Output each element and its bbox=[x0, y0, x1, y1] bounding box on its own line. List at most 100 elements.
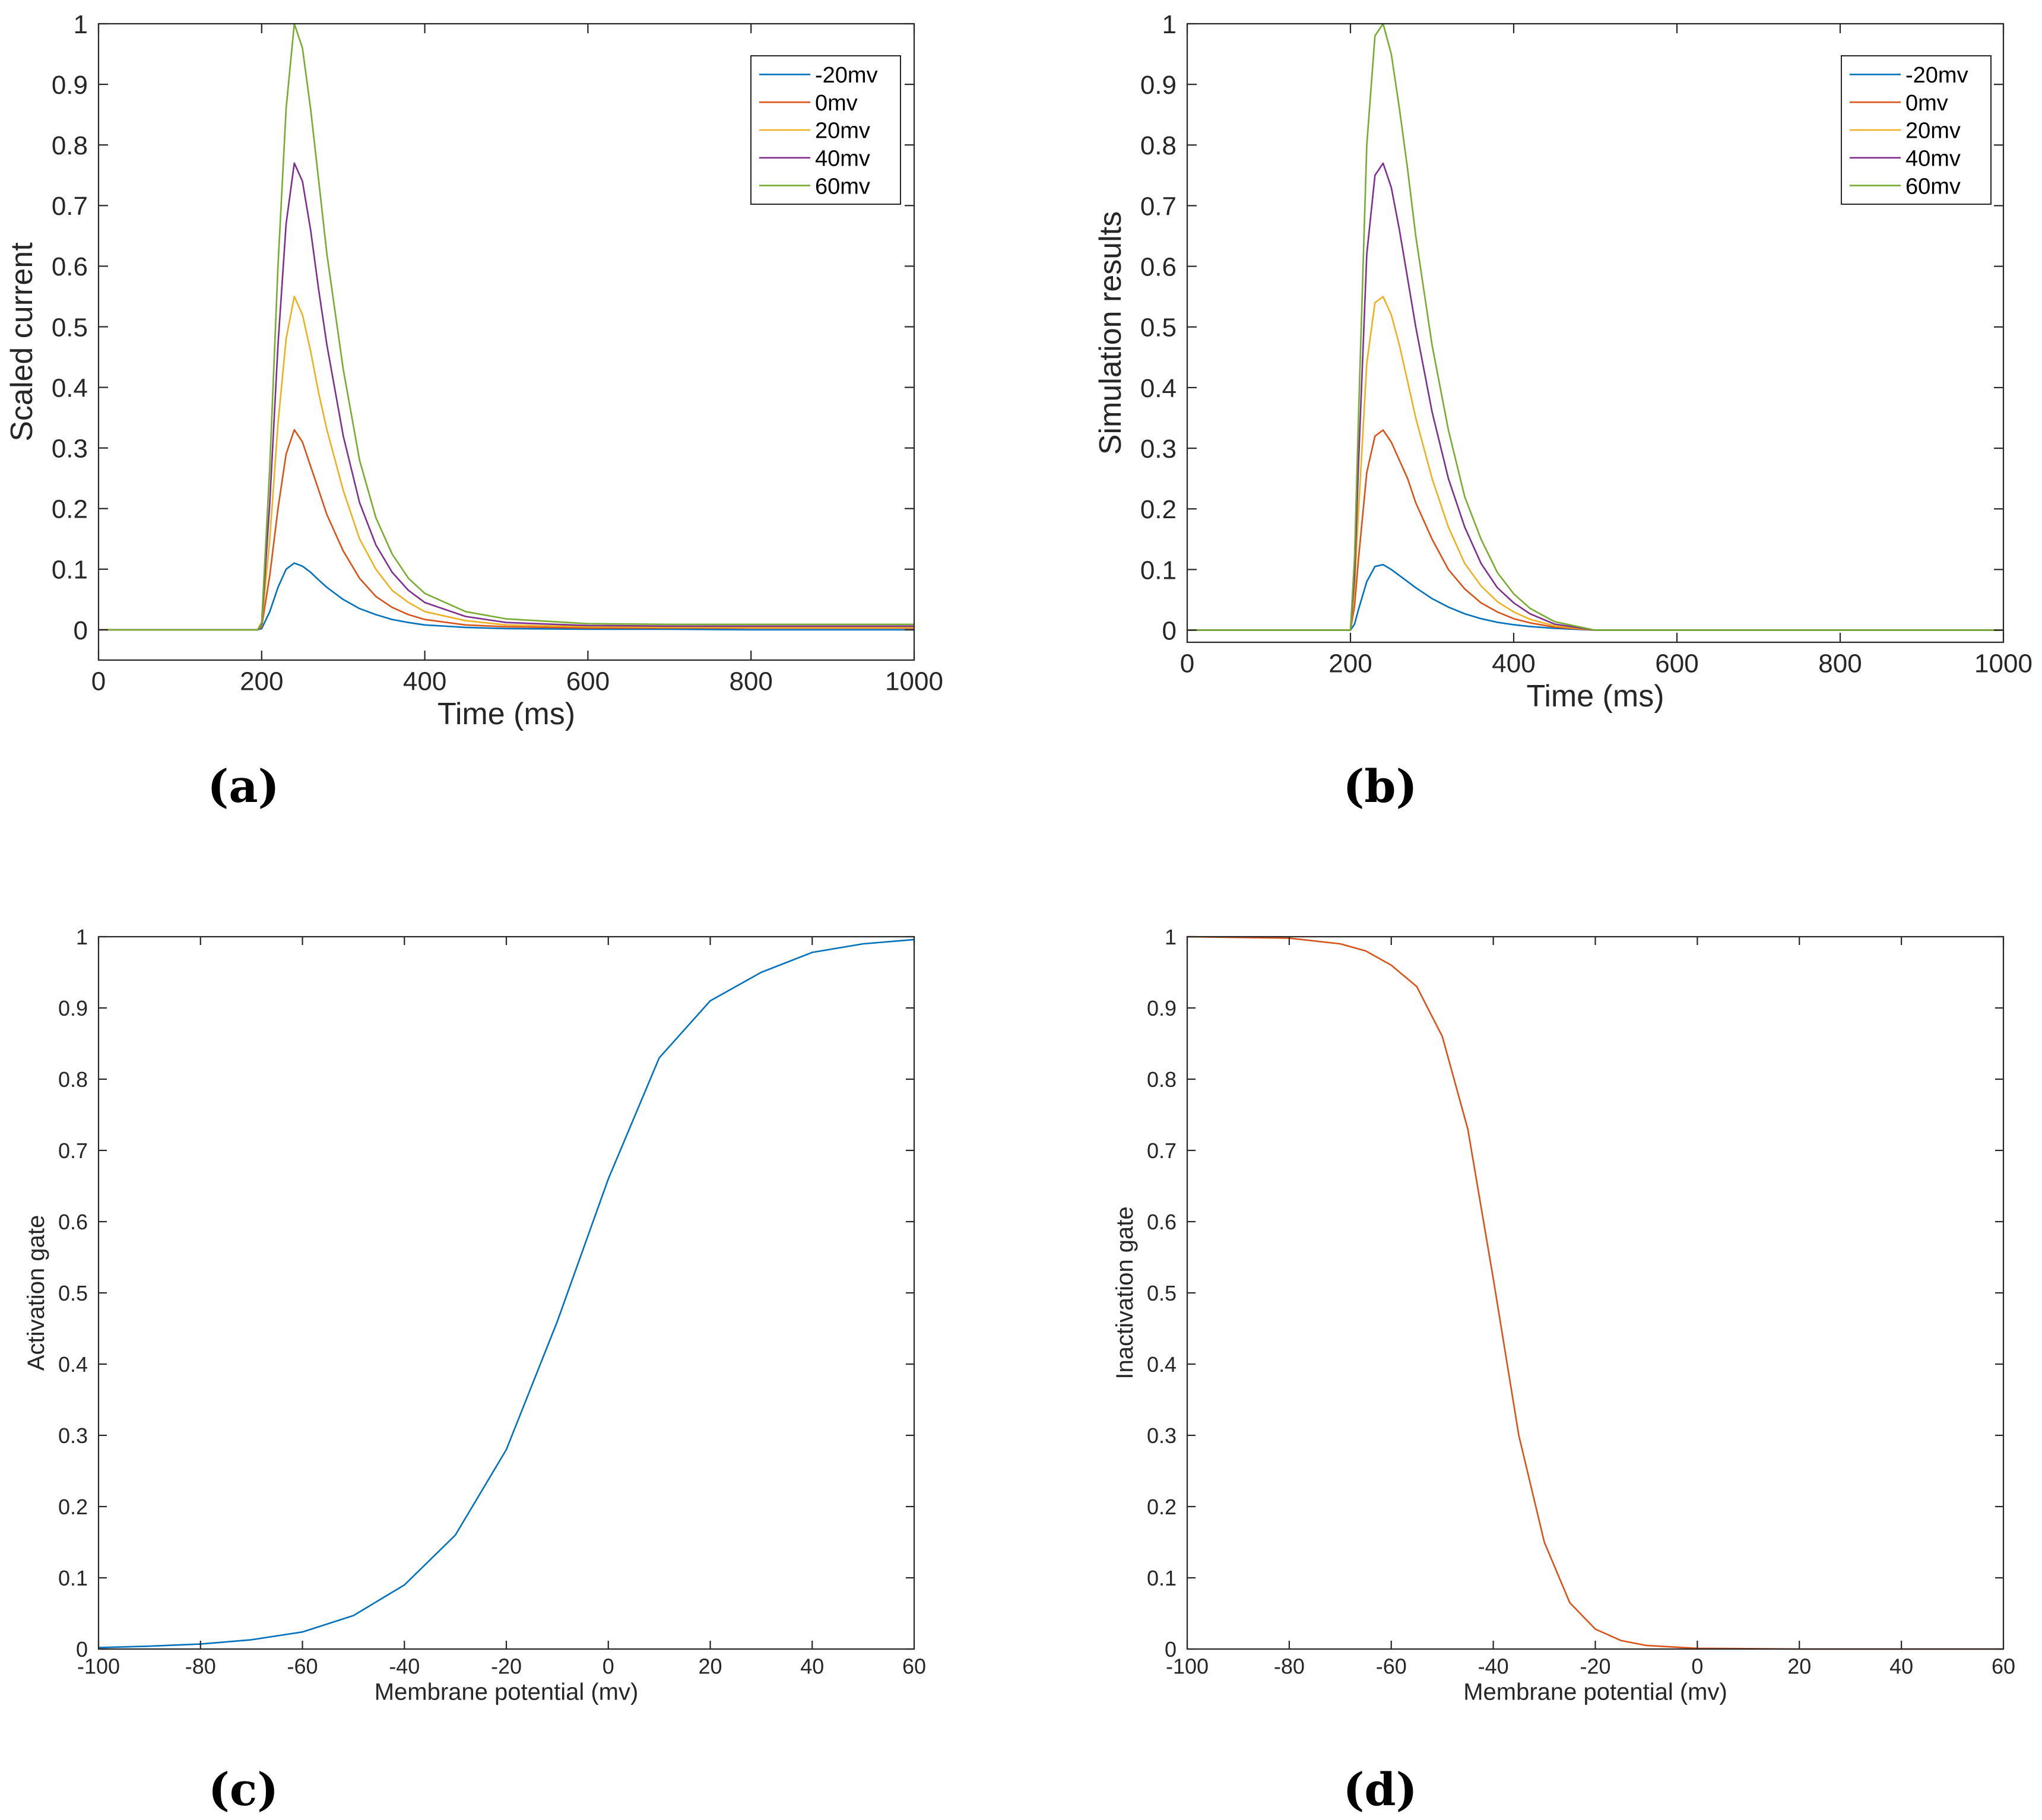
panel-c: -100 -80 -60 -40 -20 0 20 40 60 0 0.1 0.2 0.3 0.4 0.5 0… bbox=[0, 908, 1021, 1820]
x-tick-label-c-3: -40 bbox=[389, 1654, 420, 1678]
series-line-a-0 bbox=[99, 562, 914, 631]
y-tick-label-a-4: 0.4 bbox=[52, 373, 88, 402]
x-axis-label-d: Membrane potential (mv) bbox=[1463, 1679, 1727, 1705]
chart-d: -100 -80 -60 -40 -20 0 20 40 60 0 0.1 0.2 0.3 0.4 0.5 0… bbox=[1112, 925, 2015, 1705]
y-tick-label-d-2: 0.2 bbox=[1147, 1495, 1177, 1519]
series-line-b-0 bbox=[1187, 563, 2003, 631]
caption-c: (c) bbox=[208, 1763, 279, 1816]
legend-entry-a-1: 0mv bbox=[815, 91, 858, 116]
y-tick-label-a-6: 0.6 bbox=[52, 252, 88, 281]
x-axis-label-c: Membrane potential (mv) bbox=[375, 1679, 639, 1705]
x-tick-label-a-2: 400 bbox=[403, 667, 446, 696]
caption-d: (d) bbox=[1343, 1763, 1418, 1816]
y-tick-label-c-7: 0.7 bbox=[58, 1139, 88, 1163]
y-tick-label-a-2: 0.2 bbox=[52, 495, 88, 524]
x-tick-label-c-5: 0 bbox=[603, 1654, 614, 1678]
plot-frame-a bbox=[97, 23, 915, 661]
y-tick-label-b-9: 0.9 bbox=[1140, 71, 1177, 100]
caption-b: (b) bbox=[1343, 760, 1418, 813]
series-line-b-4 bbox=[1187, 23, 2003, 631]
y-tick-label-b-7: 0.7 bbox=[1140, 192, 1177, 221]
x-tick-label-b-3: 600 bbox=[1655, 649, 1698, 678]
y-tick-label-b-2: 0.2 bbox=[1140, 495, 1177, 524]
x-tick-label-a-1: 200 bbox=[240, 667, 283, 696]
x-axis-label-b: Time (ms) bbox=[1526, 679, 1664, 714]
panel-a: 0 200 400 600 800 1000 0 0.1 0.2 0.3 0.4 0.5 0.6 0.7 0… bbox=[0, 0, 1021, 908]
x-tick-label-c-4: -20 bbox=[491, 1654, 522, 1678]
caption-a: (a) bbox=[207, 760, 280, 813]
x-tick-label-a-4: 800 bbox=[729, 667, 772, 696]
legend-entry-b-0: -20mv bbox=[1905, 63, 1968, 88]
y-tick-label-b-4: 0.4 bbox=[1140, 374, 1177, 403]
panel-d: -100 -80 -60 -40 -20 0 20 40 60 0 0.1 0.2 0.3 0.4 0.5 0… bbox=[1021, 908, 2042, 1820]
y-axis-label-d: Inactivation gate bbox=[1112, 1206, 1138, 1379]
y-tick-label-c-8: 0.8 bbox=[58, 1067, 88, 1092]
x-tick-label-a-3: 600 bbox=[566, 667, 610, 696]
series-line-b-3 bbox=[1187, 162, 2003, 631]
y-tick-label-b-1: 0.1 bbox=[1140, 556, 1177, 585]
y-tick-label-a-8: 0.8 bbox=[52, 131, 88, 160]
y-tick-label-c-9: 0.9 bbox=[58, 996, 88, 1020]
y-tick-label-b-0: 0 bbox=[1162, 616, 1177, 645]
series-line-b-1 bbox=[1187, 429, 2003, 631]
x-tick-label-d-6: 20 bbox=[1787, 1654, 1811, 1678]
y-tick-label-c-0: 0 bbox=[76, 1637, 88, 1662]
legend-entry-b-4: 60mv bbox=[1905, 174, 1961, 199]
series-line-b-2 bbox=[1187, 296, 2003, 631]
series-line-a-3 bbox=[99, 162, 914, 631]
y-tick-label-a-3: 0.3 bbox=[52, 435, 88, 464]
y-tick-label-b-3: 0.3 bbox=[1140, 435, 1177, 464]
y-tick-label-c-4: 0.4 bbox=[58, 1352, 88, 1377]
panel-b: 0 200 400 600 800 1000 0 0.1 0.2 0.3 0.4 0.5 0.6 0.7 0… bbox=[1021, 0, 2042, 908]
y-tick-label-c-1: 0.1 bbox=[58, 1566, 88, 1590]
y-tick-label-a-10: 1 bbox=[74, 10, 88, 39]
x-tick-label-b-4: 800 bbox=[1818, 649, 1862, 678]
y-tick-label-d-4: 0.4 bbox=[1147, 1352, 1177, 1377]
legend-entry-b-1: 0mv bbox=[1905, 91, 1948, 116]
y-tick-label-d-7: 0.7 bbox=[1147, 1139, 1177, 1163]
y-tick-label-a-7: 0.7 bbox=[52, 192, 88, 221]
y-tick-label-b-10: 1 bbox=[1162, 10, 1177, 39]
plot-frame-d bbox=[1186, 936, 2005, 1650]
x-tick-label-d-0: -100 bbox=[1166, 1654, 1209, 1678]
y-tick-label-d-10: 1 bbox=[1165, 925, 1177, 949]
y-tick-label-b-5: 0.5 bbox=[1140, 313, 1177, 343]
y-tick-label-c-2: 0.2 bbox=[58, 1495, 88, 1519]
x-tick-label-c-0: -100 bbox=[77, 1654, 120, 1678]
y-tick-label-c-6: 0.6 bbox=[58, 1210, 88, 1234]
y-tick-label-d-8: 0.8 bbox=[1147, 1067, 1177, 1092]
y-tick-label-a-0: 0 bbox=[74, 616, 88, 645]
y-tick-label-d-5: 0.5 bbox=[1147, 1281, 1177, 1305]
x-tick-label-b-5: 1000 bbox=[1974, 649, 2033, 678]
y-axis-label-a: Scaled current bbox=[5, 242, 39, 442]
x-tick-label-c-2: -60 bbox=[287, 1654, 318, 1678]
series-line-a-1 bbox=[99, 429, 914, 631]
series-line-a-4 bbox=[99, 23, 914, 631]
y-tick-label-a-9: 0.9 bbox=[52, 71, 88, 100]
x-tick-label-a-0: 0 bbox=[91, 667, 106, 696]
x-tick-label-c-6: 20 bbox=[698, 1654, 722, 1678]
y-tick-label-d-1: 0.1 bbox=[1147, 1566, 1177, 1590]
y-tick-label-a-5: 0.5 bbox=[52, 313, 88, 342]
x-tick-label-d-7: 40 bbox=[1889, 1654, 1913, 1678]
y-tick-label-c-10: 1 bbox=[76, 925, 88, 949]
x-tick-label-d-3: -40 bbox=[1478, 1654, 1509, 1678]
legend-entry-a-3: 40mv bbox=[815, 146, 870, 171]
x-tick-label-d-8: 60 bbox=[1992, 1654, 2015, 1678]
x-tick-label-b-2: 400 bbox=[1492, 649, 1535, 678]
y-tick-label-d-9: 0.9 bbox=[1147, 996, 1177, 1020]
x-tick-label-c-7: 40 bbox=[800, 1654, 824, 1678]
y-tick-label-a-1: 0.1 bbox=[52, 556, 88, 585]
x-tick-label-d-5: 0 bbox=[1691, 1654, 1703, 1678]
y-tick-label-b-8: 0.8 bbox=[1140, 131, 1177, 160]
y-tick-label-d-6: 0.6 bbox=[1147, 1210, 1177, 1234]
chart-b: 0 200 400 600 800 1000 0 0.1 0.2 0.3 0.4 0.5 0.6 0.7 0… bbox=[1093, 10, 2033, 714]
series-line-d-0 bbox=[1187, 936, 2003, 1650]
y-tick-label-d-0: 0 bbox=[1165, 1637, 1177, 1662]
y-axis-label-b: Simulation results bbox=[1093, 211, 1128, 455]
chart-a: 0 200 400 600 800 1000 0 0.1 0.2 0.3 0.4 0.5 0.6 0.7 0… bbox=[5, 10, 943, 731]
series-line-c-0 bbox=[98, 938, 915, 1648]
plot-frame-b bbox=[1186, 23, 2005, 643]
y-tick-label-d-3: 0.3 bbox=[1147, 1423, 1177, 1448]
